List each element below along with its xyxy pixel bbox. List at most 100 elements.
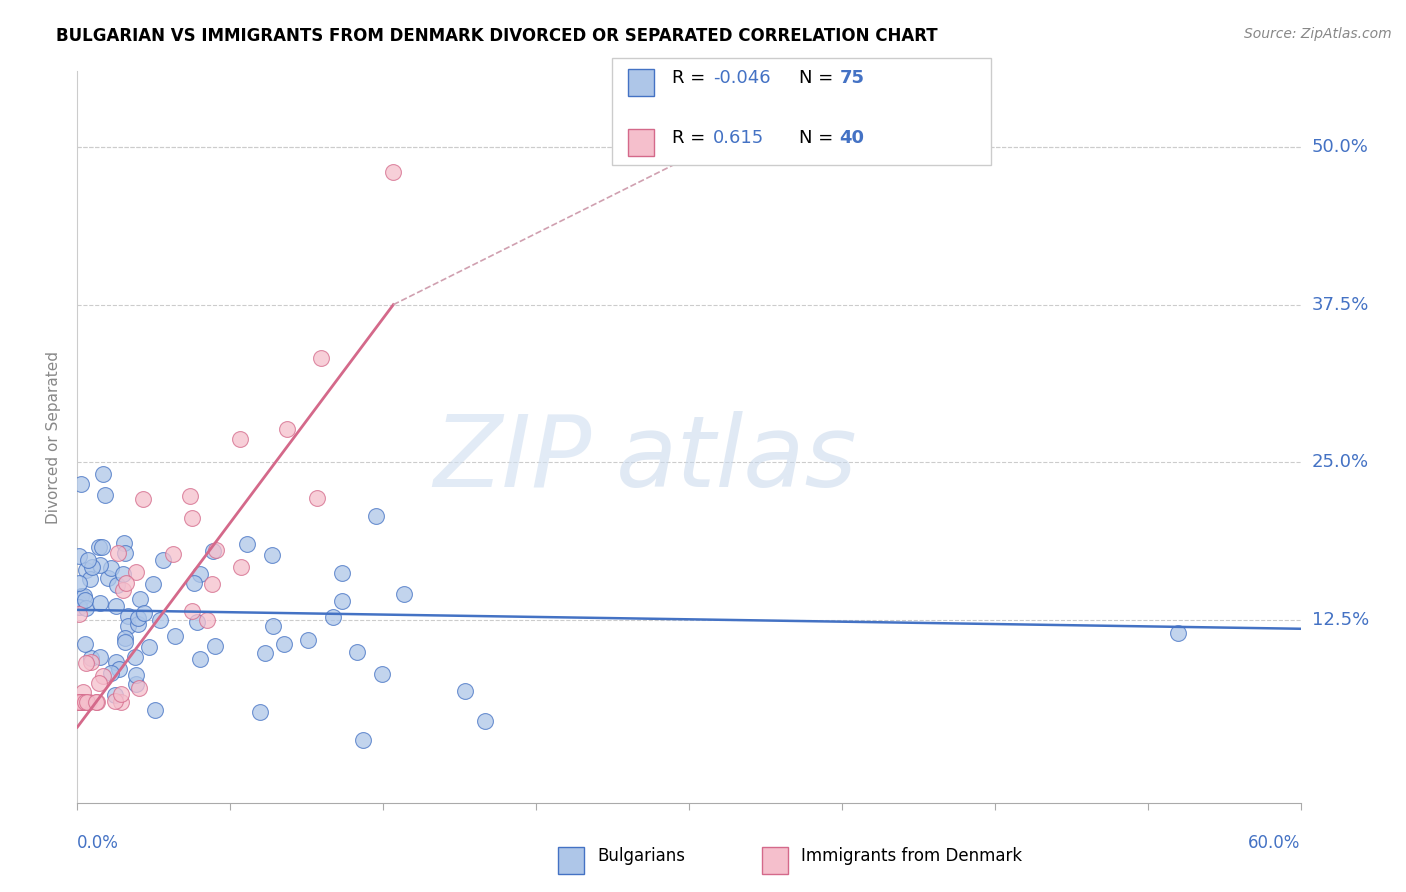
Point: [332, 566, 354, 580]
Point: [105, 578, 128, 592]
Point: [142, 577, 165, 591]
Point: [183, 576, 205, 591]
Point: [125, 668, 148, 682]
Point: [229, 433, 252, 447]
Text: 0.615: 0.615: [713, 128, 763, 146]
Point: [474, 714, 496, 729]
Point: [201, 577, 224, 591]
Point: [117, 619, 139, 633]
Point: [72, 685, 94, 699]
Point: [100, 666, 122, 681]
Point: [127, 616, 149, 631]
Point: [110, 695, 132, 709]
Point: [67, 575, 90, 590]
Point: [80, 655, 103, 669]
Text: ZIP: ZIP: [433, 410, 591, 508]
Point: [93, 488, 115, 502]
Point: [72, 695, 94, 709]
Point: [76, 695, 98, 709]
Point: [127, 611, 149, 625]
Text: 0.0%: 0.0%: [77, 834, 120, 853]
Point: [91, 467, 114, 481]
Point: [79, 573, 101, 587]
Text: R =: R =: [672, 128, 711, 146]
Text: 37.5%: 37.5%: [1312, 295, 1369, 314]
Point: [352, 732, 374, 747]
Point: [86, 695, 108, 709]
Point: [202, 543, 225, 558]
Point: [125, 677, 148, 691]
Point: [330, 594, 353, 608]
Text: -0.046: -0.046: [713, 69, 770, 87]
Point: [366, 508, 388, 523]
Point: [132, 492, 155, 507]
Point: [382, 165, 405, 179]
Point: [254, 646, 277, 660]
Point: [87, 540, 110, 554]
Point: [231, 560, 253, 574]
Point: [114, 631, 136, 645]
Point: [67, 695, 90, 709]
Point: [77, 695, 100, 709]
Point: [111, 583, 134, 598]
Point: [73, 637, 96, 651]
Point: [132, 607, 155, 621]
Point: [114, 546, 136, 560]
Point: [249, 705, 271, 719]
Text: BULGARIAN VS IMMIGRANTS FROM DENMARK DIVORCED OR SEPARATED CORRELATION CHART: BULGARIAN VS IMMIGRANTS FROM DENMARK DIV…: [56, 27, 938, 45]
Point: [104, 688, 127, 702]
Point: [117, 608, 139, 623]
Point: [107, 545, 129, 559]
Point: [70, 590, 93, 604]
Point: [149, 613, 172, 627]
Point: [188, 652, 211, 666]
Point: [124, 649, 146, 664]
Point: [97, 571, 120, 585]
Point: [75, 563, 97, 577]
Point: [180, 510, 202, 524]
Point: [114, 635, 136, 649]
Point: [110, 687, 132, 701]
Point: [84, 695, 107, 709]
Text: N =: N =: [799, 128, 838, 146]
Text: N =: N =: [799, 69, 838, 87]
Point: [80, 559, 103, 574]
Point: [75, 656, 97, 670]
Point: [186, 615, 208, 630]
Y-axis label: Divorced or Separated: Divorced or Separated: [46, 351, 62, 524]
Text: 60.0%: 60.0%: [1249, 834, 1301, 853]
Text: 25.0%: 25.0%: [1312, 453, 1369, 471]
Point: [67, 599, 90, 614]
Text: 40: 40: [839, 128, 865, 146]
Point: [91, 669, 114, 683]
Point: [69, 695, 91, 709]
Point: [89, 558, 111, 572]
Point: [260, 548, 283, 562]
Point: [67, 596, 90, 610]
Point: [392, 586, 415, 600]
Point: [204, 543, 226, 558]
Point: [89, 650, 111, 665]
Point: [152, 553, 174, 567]
Point: [75, 601, 97, 615]
Point: [322, 609, 344, 624]
Text: 75: 75: [839, 69, 865, 87]
Point: [100, 560, 122, 574]
Point: [70, 476, 93, 491]
Point: [112, 536, 135, 550]
Point: [67, 695, 90, 709]
Point: [91, 540, 114, 554]
Text: Source: ZipAtlas.com: Source: ZipAtlas.com: [1244, 27, 1392, 41]
Point: [163, 629, 186, 643]
Point: [180, 604, 202, 618]
Point: [262, 618, 284, 632]
Point: [162, 548, 184, 562]
Point: [297, 632, 319, 647]
Point: [105, 599, 128, 613]
Point: [111, 566, 134, 581]
Point: [128, 681, 150, 695]
Point: [138, 640, 160, 654]
Point: [276, 421, 298, 435]
Point: [87, 675, 110, 690]
Point: [370, 667, 392, 681]
